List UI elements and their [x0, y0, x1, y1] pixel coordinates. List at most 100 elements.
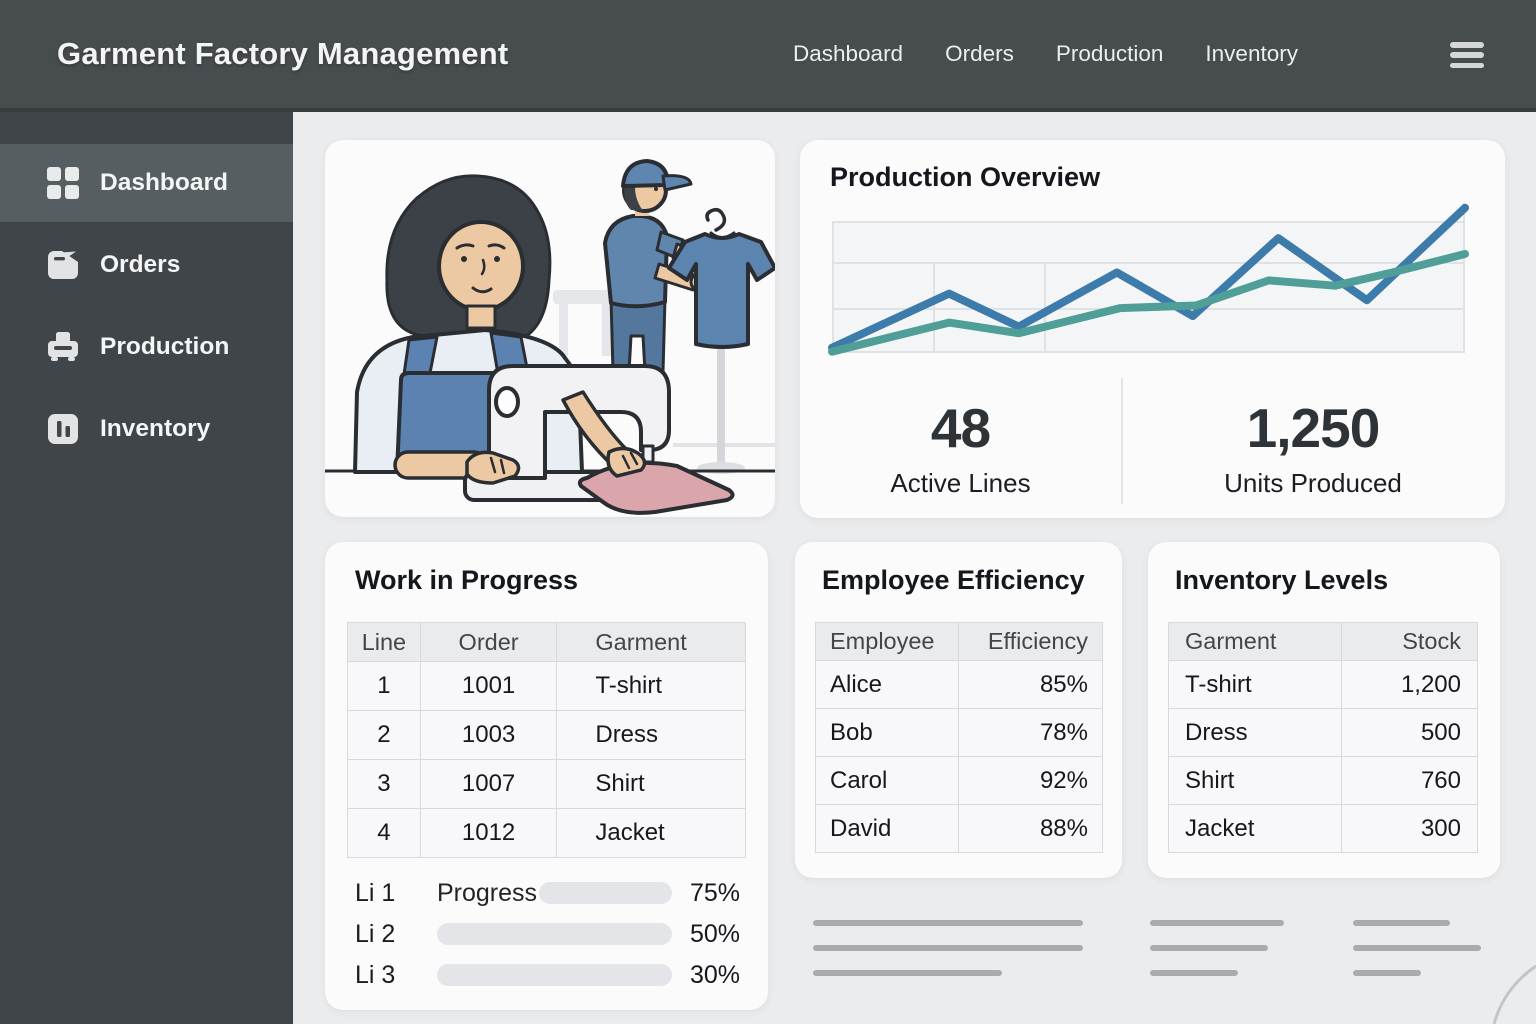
inventory-levels-table: Garment Stock T-shirt 1,200 Dress 500 Sh… — [1167, 622, 1478, 853]
progress-row-li1: Li 1 Progress 75% — [355, 878, 740, 907]
table-row: 2 1003 Dress — [347, 710, 746, 760]
production-line-chart — [828, 203, 1469, 356]
column-header-order: Order — [419, 622, 558, 662]
cell-employee: Carol — [815, 756, 959, 805]
corner-artifact-mark — [1492, 964, 1536, 1024]
cell-garment: Shirt — [1167, 756, 1343, 805]
cell-efficiency: 85% — [957, 660, 1104, 709]
progress-word: Progress — [437, 878, 538, 907]
app-title: Garment Factory Management — [57, 36, 509, 71]
sidebar-item-inventory[interactable]: Inventory — [0, 390, 293, 468]
cell-line: 1 — [347, 661, 421, 711]
top-nav-production[interactable]: Production — [1055, 41, 1164, 66]
employee-efficiency-table: Employee Efficiency Alice 85% Bob 78% Ca… — [815, 622, 1104, 853]
work-in-progress-title: Work in Progress — [355, 565, 579, 595]
cell-employee: Bob — [815, 708, 959, 757]
units-produced-value: 1,250 — [1246, 397, 1381, 459]
skeleton-line — [813, 970, 1002, 976]
table-row: 1 1001 T-shirt — [347, 661, 746, 711]
table-row: David 88% — [815, 804, 1104, 853]
progress-line-label: Li 3 — [355, 960, 396, 989]
cell-order: 1012 — [419, 808, 558, 858]
sidebar-item-dashboard[interactable]: Dashboard — [0, 144, 293, 222]
skeleton-line — [1150, 920, 1284, 926]
inventory-levels-title: Inventory Levels — [1175, 565, 1389, 595]
cell-efficiency: 88% — [957, 804, 1104, 853]
table-header-row: Garment Stock — [1167, 622, 1478, 661]
cell-line: 3 — [347, 759, 421, 809]
sidebar-item-label: Dashboard — [100, 169, 228, 196]
production-stats: 48 Active Lines 1,250 Units Produced — [800, 368, 1505, 508]
progress-bar — [437, 964, 672, 986]
table-row: 3 1007 Shirt — [347, 759, 746, 809]
cell-stock: 300 — [1341, 804, 1478, 853]
cell-line: 2 — [347, 710, 421, 760]
skeleton-line — [1150, 970, 1238, 976]
table-row: Bob 78% — [815, 708, 1104, 757]
skeleton-line — [1150, 945, 1268, 951]
cell-garment: Jacket — [556, 808, 746, 858]
production-overview-title: Production Overview — [830, 162, 1101, 192]
progress-row-li3: Li 3 30% — [355, 960, 740, 989]
cell-efficiency: 78% — [957, 708, 1104, 757]
active-lines-stat: 48 Active Lines — [800, 368, 1121, 508]
cell-garment: T-shirt — [1167, 660, 1343, 709]
skeleton-line — [1353, 945, 1481, 951]
table-row: 4 1012 Jacket — [347, 808, 746, 858]
column-header-garment: Garment — [556, 622, 746, 662]
top-nav-bar: Garment Factory Management Dashboard Ord… — [0, 0, 1536, 112]
sidebar-item-label: Orders — [100, 251, 181, 278]
cell-garment: Shirt — [556, 759, 746, 809]
cell-garment: Jacket — [1167, 804, 1343, 853]
cell-employee: Alice — [815, 660, 959, 709]
skeleton-line — [813, 945, 1083, 951]
progress-row-li2: Li 2 50% — [355, 919, 740, 948]
column-header-stock: Stock — [1341, 622, 1478, 661]
active-lines-value: 48 — [930, 397, 991, 459]
top-nav-orders[interactable]: Orders — [945, 41, 1014, 66]
illustration-card — [325, 140, 775, 517]
grid-icon — [46, 166, 80, 200]
cell-garment: T-shirt — [556, 661, 746, 711]
table-row: Jacket 300 — [1167, 804, 1478, 853]
top-nav-menu: Dashboard Orders Production Inventory — [793, 0, 1298, 108]
factory-illustration — [325, 159, 775, 515]
cell-garment: Dress — [1167, 708, 1343, 757]
progress-bar — [539, 882, 672, 904]
units-produced-stat: 1,250 Units Produced — [1121, 368, 1505, 508]
sidebar-item-label: Production — [100, 333, 230, 360]
top-nav-inventory[interactable]: Inventory — [1205, 41, 1298, 66]
cell-line: 4 — [347, 808, 421, 858]
progress-line-label: Li 2 — [355, 919, 396, 948]
progress-percent: 75% — [689, 878, 740, 907]
hamburger-menu-icon[interactable] — [1450, 42, 1484, 68]
units-produced-label: Units Produced — [1224, 468, 1402, 498]
printer-icon — [46, 330, 80, 364]
bar-chart-icon — [46, 412, 80, 446]
stats-divider — [1121, 378, 1123, 504]
column-header-employee: Employee — [815, 622, 959, 661]
progress-line-label: Li 1 — [355, 878, 396, 907]
column-header-line: Line — [347, 622, 421, 662]
table-row: Dress 500 — [1167, 708, 1478, 757]
skeleton-line — [1353, 970, 1421, 976]
table-row: T-shirt 1,200 — [1167, 660, 1478, 709]
cell-stock: 500 — [1341, 708, 1478, 757]
table-header-row: Line Order Garment — [347, 622, 746, 662]
skeleton-line — [1353, 920, 1450, 926]
table-row: Alice 85% — [815, 660, 1104, 709]
cell-stock: 1,200 — [1341, 660, 1478, 709]
production-overview-card: Production Overview 48 Active Lines 1,25… — [800, 140, 1505, 518]
progress-percent: 30% — [689, 960, 740, 989]
cell-order: 1003 — [419, 710, 558, 760]
cell-efficiency: 92% — [957, 756, 1104, 805]
note-icon — [46, 248, 80, 282]
sidebar-item-production[interactable]: Production — [0, 308, 293, 386]
sidebar-item-orders[interactable]: Orders — [0, 226, 293, 304]
top-nav-dashboard[interactable]: Dashboard — [793, 41, 904, 66]
table-row: Shirt 760 — [1167, 756, 1478, 805]
cell-order: 1001 — [419, 661, 558, 711]
column-header-efficiency: Efficiency — [957, 622, 1104, 661]
sidebar: Dashboard Orders — [0, 108, 293, 1024]
work-in-progress-card: Work in Progress Line Order Garment 1 10… — [325, 542, 768, 1010]
